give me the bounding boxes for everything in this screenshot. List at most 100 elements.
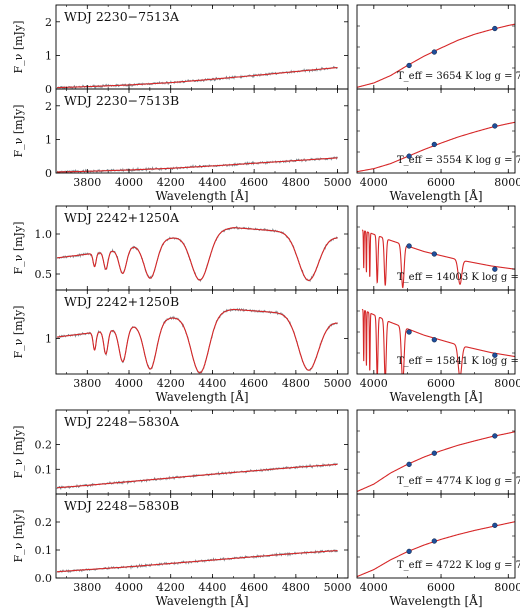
photometry-point — [431, 450, 437, 456]
photometry-point — [431, 251, 437, 257]
observed-spectrum — [56, 307, 338, 374]
spectrum-panel-8: 0.1 0.2 F_ν [mJy] WDJ 2248−5830A — [12, 409, 349, 495]
x-axis-label: Wavelength [Å] — [389, 188, 482, 203]
x-tick-label: 3800 — [73, 377, 101, 390]
y-tick-label: 0 — [45, 83, 52, 96]
y-axis-label: F_ν [mJy] — [12, 105, 25, 158]
teff-logg-annotation: T_eff = 15841 K log g = 8.089 — [397, 356, 520, 367]
sed-panel-5: T_eff = 14003 K log g = 8.111 — [356, 205, 520, 291]
star-name: WDJ 2248−5830A — [64, 414, 180, 429]
y-tick-label: 1 — [45, 133, 52, 146]
sed-panel-1: T_eff = 3654 K log g = 7.468 — [356, 4, 520, 90]
y-tick-label: 2 — [45, 100, 52, 113]
y-tick-label: 1.0 — [35, 228, 53, 241]
x-tick-label: 4000 — [115, 581, 143, 594]
x-tick-label: 3800 — [73, 581, 101, 594]
panel-frame — [55, 493, 349, 579]
x-tick-label: 4000 — [360, 581, 388, 594]
y-tick-label: 0.1 — [35, 544, 53, 557]
photometry-point — [431, 141, 437, 148]
photometry-point — [406, 153, 412, 159]
x-axis-label: Wavelength [Å] — [389, 593, 482, 608]
model-line — [361, 229, 515, 289]
x-tick-label: 5000 — [324, 176, 352, 189]
x-tick-label: 4400 — [198, 377, 226, 390]
model-line — [361, 308, 515, 374]
star-name: WDJ 2242+1250B — [64, 294, 179, 309]
model-line — [56, 550, 338, 573]
x-tick-label: 8000 — [494, 176, 520, 189]
y-tick-label: 0 — [45, 167, 52, 180]
x-tick-label: 4200 — [157, 581, 185, 594]
x-tick-label: 4800 — [282, 377, 310, 390]
x-tick-label: 4600 — [240, 377, 268, 390]
photometry-point — [492, 433, 498, 439]
teff-logg-annotation: T_eff = 4722 K log g = 7.885 — [397, 560, 520, 571]
x-tick-label: 6000 — [427, 581, 455, 594]
x-axis-label: Wavelength [Å] — [155, 389, 248, 404]
x-tick-label: 4000 — [360, 377, 388, 390]
sed-panel-11: 4000 6000 8000 T_eff = 4722 K log g = 7.885… — [356, 493, 520, 608]
model-line — [56, 463, 338, 489]
x-tick-label: 6000 — [427, 176, 455, 189]
photometry-point — [492, 25, 498, 32]
x-tick-label: 8000 — [494, 581, 520, 594]
x-tick-label: 5000 — [324, 581, 352, 594]
x-tick-label: 8000 — [494, 377, 520, 390]
y-tick-label: 1 — [45, 49, 52, 62]
spectrum-panel-10: 3800 4000 4200 4400 4600 4800 5000 0.0 0.1 0.2 F_ν… — [12, 493, 352, 608]
x-tick-label: 4600 — [240, 176, 268, 189]
x-tick-label: 4400 — [198, 176, 226, 189]
x-tick-label: 4000 — [115, 377, 143, 390]
photometry-point — [431, 538, 437, 544]
y-axis-label: F_ν [mJy] — [12, 21, 25, 74]
star-name: WDJ 2230−7513B — [64, 93, 179, 108]
model-line — [56, 227, 338, 281]
spectrum-panel-0: 0 1 2 F_ν [mJy] WDJ 2230−7513A — [12, 4, 349, 96]
y-tick-label: 0.1 — [35, 463, 53, 476]
y-tick-label: 1 — [45, 332, 52, 345]
y-axis-label: F_ν [mJy] — [12, 306, 25, 359]
photometry-point — [406, 329, 412, 335]
x-tick-label: 5000 — [324, 377, 352, 390]
x-tick-label: 4200 — [157, 176, 185, 189]
teff-logg-annotation: T_eff = 14003 K log g = 8.111 — [397, 272, 520, 283]
photometry-point — [492, 123, 498, 129]
sed-panel-9: T_eff = 4774 K log g = 7.713 — [356, 409, 520, 495]
x-axis-label: Wavelength [Å] — [155, 593, 248, 608]
panel-frame — [55, 88, 349, 174]
y-tick-label: 0.2 — [35, 439, 53, 452]
model-line — [57, 157, 338, 173]
x-tick-label: 4600 — [240, 581, 268, 594]
photometry-point — [406, 62, 412, 69]
photometry-point — [492, 266, 498, 272]
x-tick-label: 4000 — [360, 176, 388, 189]
photometry-point — [492, 352, 498, 358]
star-name: WDJ 2242+1250A — [64, 210, 180, 225]
y-tick-label: 0.5 — [35, 268, 53, 281]
model-line — [57, 66, 338, 89]
photometry-point — [406, 461, 412, 468]
x-tick-label: 3800 — [73, 176, 101, 189]
y-axis-label: F_ν [mJy] — [12, 510, 25, 563]
spectrum-panel-4: 0.5 1.0 F_ν [mJy] WDJ 2242+1250A — [12, 205, 349, 291]
y-tick-label: 2 — [45, 16, 52, 29]
x-tick-label: 6000 — [427, 377, 455, 390]
spectrum-panel-6: 3800 4000 4200 4400 4600 4800 5000 1 F_ν [mJy] WD… — [12, 289, 352, 404]
photometry-point — [431, 337, 437, 343]
panel-frame — [55, 289, 349, 375]
sed-panel-3: 4000 6000 8000 T_eff = 3554 K log g = 7.616… — [356, 88, 520, 203]
y-tick-label: 0.2 — [35, 516, 53, 529]
photometry-point — [406, 548, 412, 555]
photometry-point — [406, 243, 412, 249]
photometry-point — [431, 49, 437, 55]
y-axis-label: F_ν [mJy] — [12, 222, 25, 275]
sed-panel-7: 4000 6000 8000 T_eff = 15841 K log g = 8.08… — [356, 289, 520, 404]
x-tick-label: 4400 — [198, 581, 226, 594]
x-tick-label: 4000 — [115, 176, 143, 189]
x-tick-label: 4800 — [282, 176, 310, 189]
y-tick-label: 0.0 — [35, 572, 53, 585]
spectrum-panel-2: 3800 4000 4200 4400 4600 4800 5000 0 1 2 F_ν [mJy]… — [12, 88, 352, 203]
teff-logg-annotation: T_eff = 4774 K log g = 7.713 — [397, 476, 520, 487]
teff-logg-annotation: T_eff = 3654 K log g = 7.468 — [397, 71, 520, 82]
